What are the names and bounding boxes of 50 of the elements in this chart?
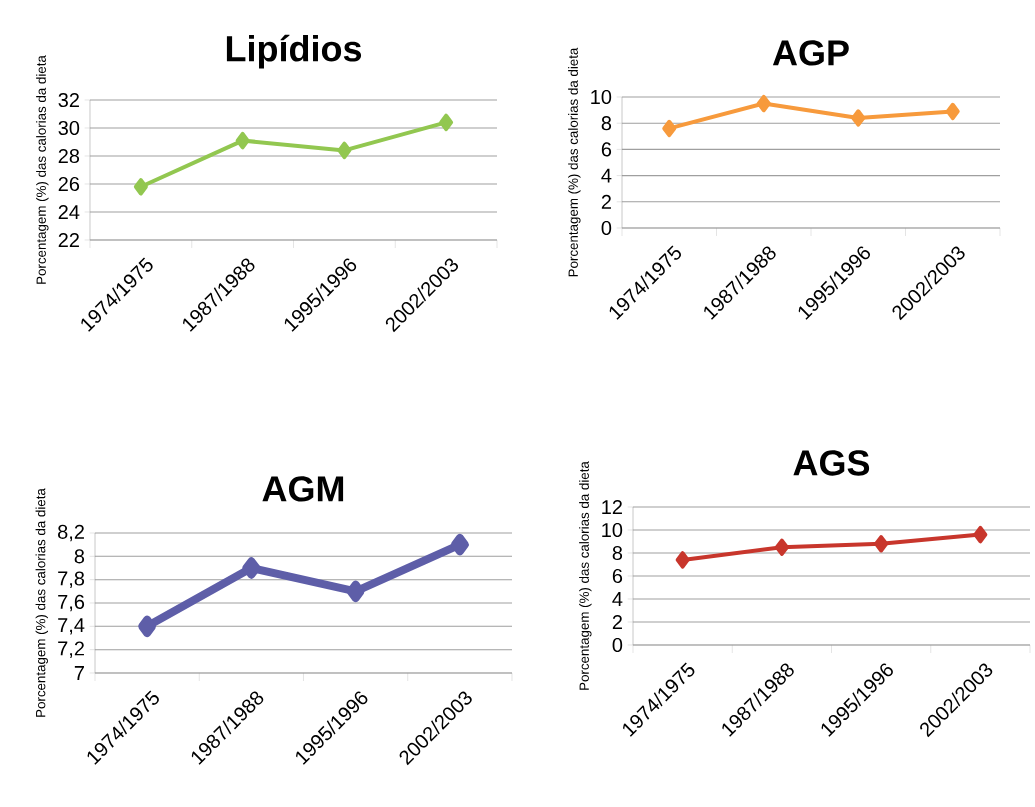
point (874, 535, 889, 553)
y-tick-label: 4 (612, 592, 623, 606)
y-tick-label: 0 (612, 637, 623, 653)
y-tick-label: 12 (602, 500, 622, 514)
y-tick-label: 8 (74, 549, 85, 564)
point (973, 525, 988, 544)
y-tick-label: 32 (58, 92, 79, 108)
y-tick-label: 8,2 (58, 524, 84, 542)
y-tick-label: 26 (58, 176, 80, 192)
y-tick-label: 7,4 (58, 618, 85, 635)
point (662, 119, 677, 138)
point (756, 94, 771, 113)
y-tick-label: 7,8 (58, 571, 85, 588)
y-tick-label: 10 (602, 522, 623, 538)
point (133, 178, 148, 196)
y-axis-title: Porcentagem (%) das calorias da dieta (568, 47, 581, 277)
y-tick-label: 22 (58, 233, 79, 247)
point (235, 131, 250, 150)
y-tick-label: 6 (601, 142, 612, 157)
chart-title: AGM (262, 476, 344, 502)
y-tick-label: 7,6 (58, 594, 85, 612)
chart-title: Lipídios (226, 34, 362, 69)
point (945, 102, 960, 121)
y-tick-label: 30 (58, 120, 80, 136)
y-tick-label: 7 (74, 666, 84, 680)
y-tick-label: 8 (612, 545, 623, 561)
point (450, 534, 469, 556)
y-axis-title: Porcentagem (%) das calorias da dieta (579, 461, 592, 690)
y-tick-label: 2 (612, 615, 622, 629)
y-tick-label: 4 (601, 168, 612, 183)
y-tick-label: 28 (58, 148, 80, 164)
point (851, 109, 866, 127)
point (675, 551, 690, 569)
y-tick-label: 10 (591, 89, 612, 105)
point (774, 538, 789, 556)
chart-title: AGS (793, 450, 870, 476)
y-tick-label: 24 (58, 205, 80, 219)
y-tick-label: 0 (601, 220, 612, 236)
point (346, 580, 365, 602)
point (337, 141, 352, 160)
y-axis-title: Porcentagem (%) das calorias da dieta (35, 488, 48, 717)
point (242, 557, 261, 579)
y-tick-label: 8 (601, 116, 612, 131)
point (138, 615, 157, 637)
y-axis-title: Porcentagem (%) das calorias da dieta (36, 55, 49, 284)
y-tick-label: 6 (612, 568, 623, 584)
point (439, 113, 454, 132)
y-tick-label: 2 (601, 194, 611, 209)
y-tick-label: 7,2 (58, 641, 84, 658)
chart-title: AGP (772, 40, 849, 66)
